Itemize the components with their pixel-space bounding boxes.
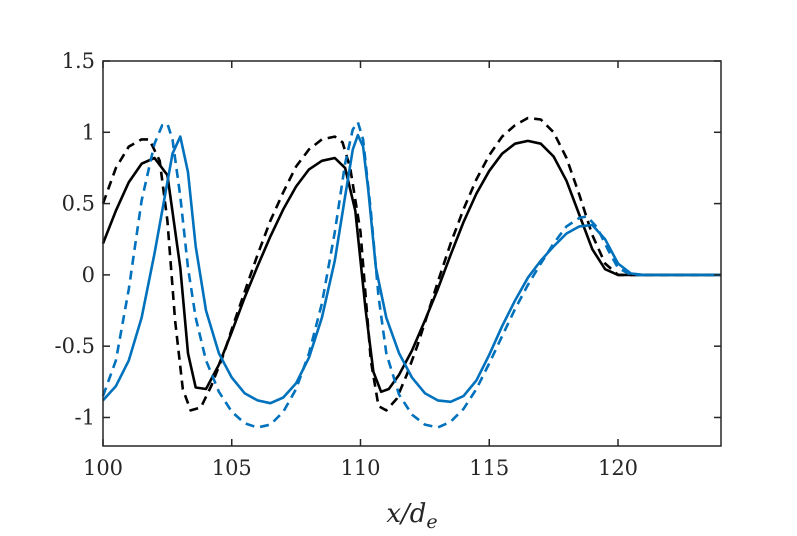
y-tick-label: 1.5: [62, 49, 95, 73]
x-axis-title: x/de: [386, 499, 437, 533]
series-line-2: [101, 116, 721, 412]
y-tick-label: -0.5: [55, 334, 96, 358]
x-tick-label: 110: [340, 456, 380, 480]
x-tick-label: 120: [598, 456, 638, 480]
x-tick-label: 105: [212, 456, 252, 480]
plot-area-frame: [102, 60, 722, 447]
y-tick-label: 1: [82, 120, 95, 144]
series-line-1: [101, 139, 721, 394]
tick-marks: [102, 60, 721, 446]
series-line-4: [101, 121, 644, 429]
x-tick-label: 115: [469, 456, 509, 480]
tick-labels: 100 105 110 115 120 1.5 1 0.5 0 -0.5 -1: [55, 49, 639, 480]
x-tick-label: 100: [83, 456, 123, 480]
y-tick-label: 0: [82, 263, 95, 287]
y-tick-label: 0.5: [62, 192, 95, 216]
y-tick-label: -1: [75, 405, 95, 429]
series-layer: [101, 116, 721, 429]
